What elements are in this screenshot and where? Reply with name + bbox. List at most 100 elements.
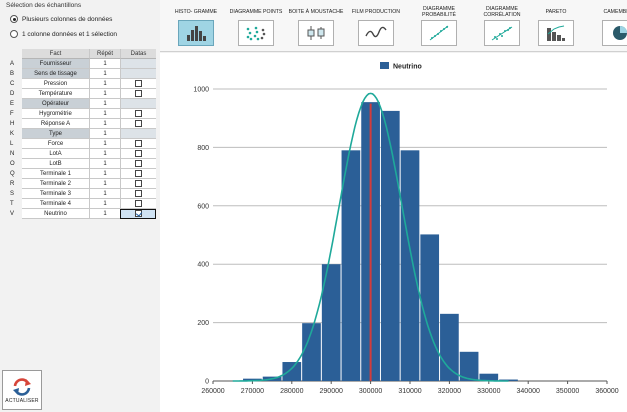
- repeat-value[interactable]: 1: [89, 169, 120, 179]
- radio-button[interactable]: [10, 30, 18, 38]
- factor-name[interactable]: Terminale 1: [22, 169, 89, 179]
- table-row[interactable]: O LotB 1: [0, 159, 157, 169]
- repeat-value[interactable]: 1: [89, 79, 120, 89]
- datas-cell[interactable]: [120, 149, 156, 159]
- table-row[interactable]: L Force 1: [0, 139, 157, 149]
- datas-cell[interactable]: [120, 139, 156, 149]
- datas-checkbox[interactable]: [135, 170, 142, 177]
- row-letter: H: [10, 121, 15, 127]
- factor-name[interactable]: Hygrométrie: [22, 109, 89, 119]
- chart-type-histogram-button[interactable]: HISTO- GRAMME: [164, 0, 228, 52]
- line-chart-icon: [358, 20, 394, 46]
- repeat-value[interactable]: 1: [89, 89, 120, 99]
- datas-cell[interactable]: [120, 89, 156, 99]
- repeat-value[interactable]: 1: [89, 189, 120, 199]
- chart-type-pie-button[interactable]: CAMEMBERT: [588, 0, 627, 52]
- datas-checkbox[interactable]: [135, 160, 142, 167]
- datas-checkbox[interactable]: [135, 150, 142, 157]
- factor-name[interactable]: Opérateur: [22, 99, 89, 109]
- factor-name[interactable]: Terminale 2: [22, 179, 89, 189]
- header-fact: Fact: [22, 49, 89, 59]
- datas-checkbox[interactable]: [135, 80, 142, 87]
- factor-name[interactable]: LotB: [22, 159, 89, 169]
- chart-type-boxplot-button[interactable]: BOITE À MOUSTACHE: [284, 0, 348, 52]
- factor-name[interactable]: Terminale 4: [22, 199, 89, 209]
- repeat-value[interactable]: 1: [89, 139, 120, 149]
- radio-multiple-columns[interactable]: Plusieurs colonnes de données: [10, 14, 112, 24]
- factor-name[interactable]: Sens de tissage: [22, 69, 89, 79]
- chart-type-dotplot-button[interactable]: DIAGRAMME POINTS: [224, 0, 288, 52]
- table-row[interactable]: D Température 1: [0, 89, 157, 99]
- repeat-value[interactable]: 1: [89, 59, 120, 69]
- datas-checkbox[interactable]: [135, 120, 142, 127]
- repeat-value[interactable]: 1: [89, 159, 120, 169]
- datas-cell[interactable]: [120, 179, 156, 189]
- chart-type-correlation-button[interactable]: DIAGRAMME CORRÉLATION: [470, 0, 534, 52]
- datas-checkbox[interactable]: [135, 190, 142, 197]
- table-row[interactable]: F Hygrométrie 1: [0, 109, 157, 119]
- repeat-value[interactable]: 1: [89, 109, 120, 119]
- chart-type-pareto-button[interactable]: PARETO: [524, 0, 588, 52]
- row-letter: B: [10, 71, 15, 77]
- factor-name[interactable]: Force: [22, 139, 89, 149]
- datas-cell[interactable]: [120, 79, 156, 89]
- legend-label: Neutrino: [393, 64, 422, 71]
- table-row[interactable]: V Neutrino 1: [0, 209, 157, 219]
- repeat-value[interactable]: 1: [89, 199, 120, 209]
- factor-name[interactable]: Terminale 3: [22, 189, 89, 199]
- histogram-bar: [302, 323, 321, 381]
- radio-button[interactable]: [10, 15, 18, 23]
- factor-name[interactable]: Réponse A: [22, 119, 89, 129]
- table-row[interactable]: B Sens de tissage 1: [0, 69, 157, 79]
- datas-cell[interactable]: [120, 159, 156, 169]
- repeat-value[interactable]: 1: [89, 99, 120, 109]
- repeat-value[interactable]: 1: [89, 149, 120, 159]
- datas-cell[interactable]: [120, 119, 156, 129]
- table-row[interactable]: K Type 1: [0, 129, 157, 139]
- factor-name[interactable]: Température: [22, 89, 89, 99]
- datas-cell[interactable]: [120, 199, 156, 209]
- histogram-bar: [380, 110, 400, 382]
- datas-cell[interactable]: [120, 169, 156, 179]
- repeat-value[interactable]: 1: [89, 209, 120, 219]
- datas-cell[interactable]: [120, 189, 156, 199]
- datas-checkbox[interactable]: [135, 140, 142, 147]
- table-row[interactable]: A Fournisseur 1: [0, 59, 157, 69]
- row-letter: Q: [10, 171, 15, 177]
- histogram-bar: [440, 313, 459, 381]
- datas-checkbox[interactable]: [135, 200, 142, 207]
- header-datas: Datas: [120, 49, 156, 59]
- x-tick-label: 300000: [359, 388, 382, 395]
- datas-cell[interactable]: [120, 109, 156, 119]
- factor-name[interactable]: LotA: [22, 149, 89, 159]
- normal-curve: [232, 92, 509, 382]
- factor-name[interactable]: Type: [22, 129, 89, 139]
- datas-cell[interactable]: [120, 209, 156, 219]
- repeat-value[interactable]: 1: [89, 179, 120, 189]
- row-letter: V: [10, 211, 15, 217]
- factor-name[interactable]: Fournisseur: [22, 59, 89, 69]
- factor-name[interactable]: Neutrino: [22, 209, 89, 219]
- repeat-value[interactable]: 1: [89, 69, 120, 79]
- chart-type-label: FILM PRODUCTION: [351, 8, 401, 15]
- chart-type-film-button[interactable]: FILM PRODUCTION: [344, 0, 408, 52]
- factor-name[interactable]: Pression: [22, 79, 89, 89]
- datas-cell: [120, 99, 156, 109]
- table-row[interactable]: E Opérateur 1: [0, 99, 157, 109]
- datas-checkbox[interactable]: [135, 210, 142, 217]
- datas-checkbox[interactable]: [135, 110, 142, 117]
- table-row[interactable]: N LotA 1: [0, 149, 157, 159]
- datas-checkbox[interactable]: [135, 90, 142, 97]
- radio-one-column[interactable]: 1 colonne données et 1 sélection: [10, 29, 117, 39]
- table-row[interactable]: C Pression 1: [0, 79, 157, 89]
- refresh-button[interactable]: ACTUALISER: [2, 370, 42, 410]
- datas-checkbox[interactable]: [135, 180, 142, 187]
- repeat-value[interactable]: 1: [89, 129, 120, 139]
- chart-type-probability-button[interactable]: DIAGRAMME PROBABILITÉ: [407, 0, 471, 52]
- repeat-value[interactable]: 1: [89, 119, 120, 129]
